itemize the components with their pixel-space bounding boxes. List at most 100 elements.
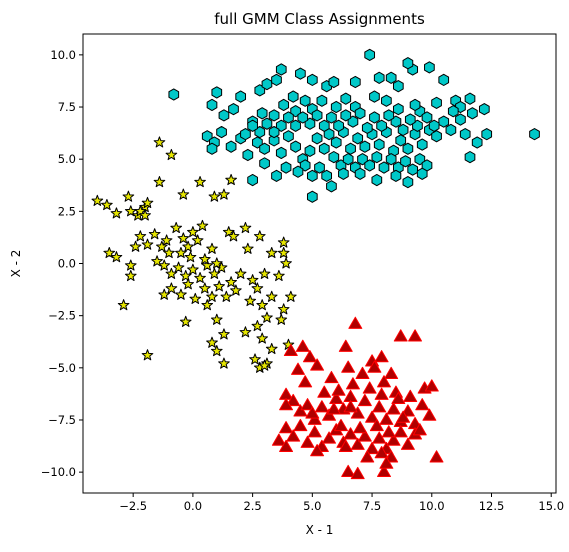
hexagon-point [439, 116, 449, 127]
hexagon-point [296, 68, 306, 79]
hexagon-point [377, 120, 387, 131]
x-tick-label: 15.0 [538, 499, 564, 513]
x-tick-label: 0.0 [184, 499, 202, 513]
y-tick-label: 5.0 [58, 152, 76, 166]
hexagon-point [248, 174, 258, 185]
hexagon-point [248, 120, 258, 131]
hexagon-point [465, 93, 475, 104]
hexagon-point [322, 170, 332, 181]
hexagon-point [260, 143, 270, 154]
hexagon-point [398, 124, 408, 135]
hexagon-point [288, 91, 298, 102]
hexagon-point [243, 149, 253, 160]
hexagon-point [269, 126, 279, 137]
hexagon-point [260, 158, 270, 169]
y-tick-label: 10.0 [50, 48, 76, 62]
hexagon-point [460, 129, 470, 140]
hexagon-point [229, 104, 239, 115]
hexagon-point [276, 147, 286, 158]
hexagon-point [429, 120, 439, 131]
hexagon-point [319, 120, 329, 131]
hexagon-point [425, 62, 435, 73]
y-tick-label: −7.5 [48, 413, 76, 427]
hexagon-point [370, 112, 380, 123]
hexagon-point [341, 93, 351, 104]
hexagon-point [217, 126, 227, 137]
hexagon-point [386, 72, 396, 83]
hexagon-point [331, 137, 341, 148]
hexagon-point [482, 129, 492, 140]
hexagon-point [386, 154, 396, 165]
x-tick-label: 5.0 [303, 499, 321, 513]
x-axis-label: X - 1 [306, 523, 334, 537]
hexagon-point [269, 110, 279, 121]
hexagon-point [272, 74, 282, 85]
hexagon-point [379, 162, 389, 173]
y-tick-label: 0.0 [58, 257, 76, 271]
hexagon-point [396, 135, 406, 146]
x-tick-label: 7.5 [363, 499, 381, 513]
hexagon-point [331, 101, 341, 112]
hexagon-point [372, 152, 382, 163]
hexagon-point [365, 49, 375, 60]
hexagon-point [405, 114, 415, 125]
hexagon-point [360, 141, 370, 152]
hexagon-point [307, 191, 317, 202]
hexagon-point [291, 141, 301, 152]
hexagon-point [207, 143, 217, 154]
hexagon-point [329, 76, 339, 87]
hexagon-point [334, 120, 344, 131]
hexagon-point [422, 112, 432, 123]
hexagon-point [401, 156, 411, 167]
hexagon-point [226, 141, 236, 152]
y-tick-label: −5.0 [48, 361, 76, 375]
hexagon-point [236, 91, 246, 102]
hexagon-point [448, 106, 458, 117]
hexagon-point [393, 104, 403, 115]
hexagon-point [307, 74, 317, 85]
hexagon-point [327, 112, 337, 123]
y-tick-label: 2.5 [58, 204, 76, 218]
hexagon-point [403, 143, 413, 154]
hexagon-point [293, 166, 303, 177]
hexagon-point [353, 133, 363, 144]
hexagon-point [465, 152, 475, 163]
hexagon-point [312, 133, 322, 144]
y-tick-label: −10.0 [41, 465, 76, 479]
x-tick-label: 2.5 [243, 499, 261, 513]
hexagon-point [281, 162, 291, 173]
hexagon-point [362, 122, 372, 133]
hexagon-point [403, 58, 413, 69]
hexagon-point [456, 114, 466, 125]
hexagon-point [393, 81, 403, 92]
hexagon-point [312, 110, 322, 121]
hexagon-point [262, 118, 272, 129]
hexagon-point [372, 174, 382, 185]
hexagon-point [408, 164, 418, 175]
y-tick-label: −2.5 [48, 309, 76, 323]
hexagon-point [346, 143, 356, 154]
hexagon-point [279, 99, 289, 110]
hexagon-point [374, 139, 384, 150]
hexagon-point [382, 95, 392, 106]
hexagon-point [439, 74, 449, 85]
hexagon-point [432, 131, 442, 142]
hexagon-point [403, 177, 413, 188]
hexagon-point [341, 110, 351, 121]
hexagon-point [410, 99, 420, 110]
hexagon-point [343, 154, 353, 165]
hexagon-point [284, 112, 294, 123]
hexagon-point [307, 170, 317, 181]
hexagon-point [355, 108, 365, 119]
hexagon-point [219, 110, 229, 121]
hexagon-point [241, 129, 251, 140]
hexagon-point [468, 108, 478, 119]
hexagon-point [365, 160, 375, 171]
hexagon-point [276, 64, 286, 75]
hexagon-point [472, 137, 482, 148]
hexagon-point [315, 162, 325, 173]
hexagon-point [262, 78, 272, 89]
